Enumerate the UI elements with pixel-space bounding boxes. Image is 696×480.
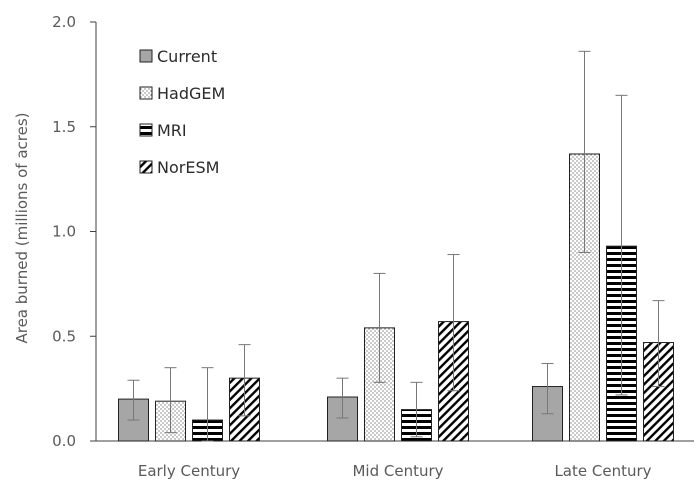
legend-label-mri: MRI [157,121,187,140]
legend-label-current: Current [157,47,217,66]
y-tick-label: 2.0 [52,13,76,31]
x-tick-label: Early Century [138,462,240,480]
y-tick-label: 0.5 [52,327,76,345]
x-tick-labels: Early Century Mid Century Late Century [138,462,652,480]
y-tick-label: 1.0 [52,223,76,241]
legend: Current HadGEM MRI NorESM [139,47,225,177]
y-axis-title: Area burned (millions of acres) [13,112,31,343]
y-ticks: 0.0 0.5 1.0 1.5 2.0 [52,13,96,450]
error-bars-layer [127,50,665,442]
legend-swatch-current [139,49,153,63]
legend-swatch-noresm [139,160,153,174]
bars-layer [118,153,674,442]
legend-swatch-hadgem [139,86,153,100]
legend-swatch-mri [139,123,153,137]
legend-label-hadgem: HadGEM [157,84,225,103]
y-tick-label: 0.0 [52,432,76,450]
y-tick-label: 1.5 [52,118,76,136]
legend-label-noresm: NorESM [157,158,219,177]
x-tick-label: Late Century [554,462,651,480]
x-tick-label: Mid Century [352,462,443,480]
